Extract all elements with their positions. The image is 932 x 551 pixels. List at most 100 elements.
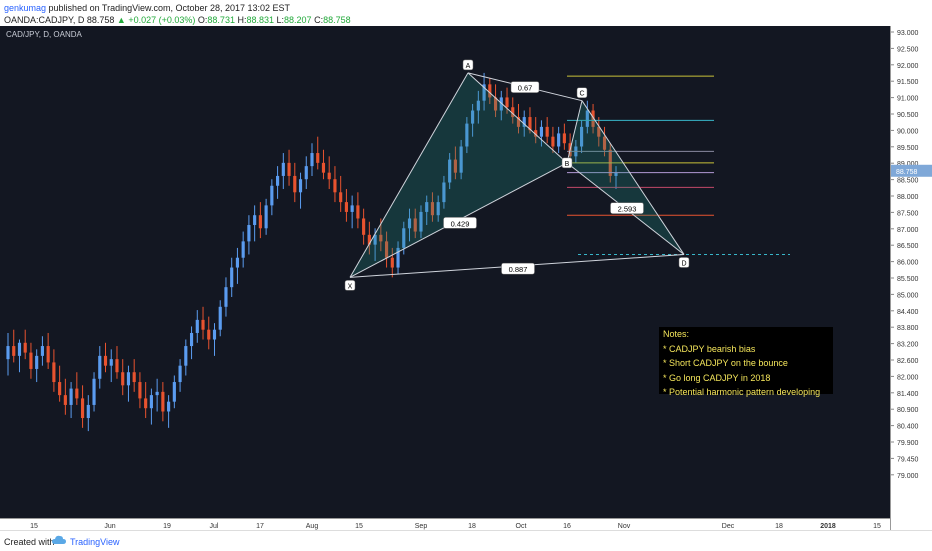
header-row-2: OANDA:CADJPY, D 88.758 ▲ +0.027 (+0.03%)… — [4, 14, 351, 26]
candle-body — [6, 346, 10, 360]
candle-body — [482, 84, 486, 101]
price-tick-label: 85.500 — [897, 276, 919, 283]
pattern-point-marker — [678, 257, 690, 268]
candle-body — [207, 329, 211, 340]
header-row-1: genkumag published on TradingView.com, O… — [4, 2, 290, 14]
pattern-triangle-bcd — [567, 100, 684, 255]
price-tick-label: 83.800 — [897, 325, 919, 332]
candle-body — [201, 319, 205, 330]
low-label: L: — [276, 15, 285, 25]
price-tick-label: 82.000 — [897, 374, 919, 381]
candle-body — [58, 382, 62, 396]
candle-body — [321, 162, 326, 173]
pattern-leg-cd — [581, 100, 685, 255]
time-axis-svg: 15 Jun 19 Jul 17 Aug 15 Sep 18 Oct 16 Nov Dec 18 2018 1… — [30, 523, 881, 530]
candle-body — [270, 185, 274, 206]
candle-body — [373, 234, 377, 245]
chart-area[interactable]: X A B C D 0.67 0.429 0.887 2.593 — [0, 26, 932, 530]
candle-body — [218, 306, 222, 330]
time-tick-label: 17 — [256, 523, 264, 530]
candle-body — [109, 359, 113, 366]
candle-body — [178, 365, 182, 383]
price-tick-label: 88.500 — [897, 178, 919, 185]
candle-body — [534, 130, 538, 137]
pattern-point-label: A — [466, 63, 471, 70]
ratio-label-box — [443, 217, 477, 229]
ratio-label: 0.429 — [451, 219, 470, 228]
candle-body — [86, 404, 90, 419]
pattern-triangle-xab — [350, 72, 567, 278]
ratio-label: 2.593 — [618, 205, 637, 214]
candle-body — [40, 346, 44, 356]
tradingview-brand[interactable]: TradingView — [70, 537, 120, 547]
time-tick-label: Nov — [618, 523, 631, 530]
candle-body — [580, 126, 584, 147]
notes-line-2: * Short CADJPY on the bounce — [663, 358, 788, 368]
candle-body — [339, 192, 343, 203]
candle-body — [539, 126, 544, 137]
pattern-point-marker — [561, 157, 573, 169]
candle-body — [585, 110, 589, 127]
time-tick-label: 2018 — [820, 523, 836, 530]
time-tick-label: 16 — [563, 523, 571, 530]
price-tick-label: 81.400 — [897, 391, 919, 398]
candle-body — [230, 267, 234, 288]
candle-body — [436, 202, 440, 216]
price-tick-label: 90.500 — [897, 112, 919, 119]
notes-line-3: * Go long CADJPY in 2018 — [663, 372, 771, 383]
price-axis-svg: 93.000 92.500 92.000 91.500 91.000 90.500 90.0… — [891, 30, 932, 480]
candle-body — [92, 378, 96, 405]
ratio-label: 0.887 — [509, 265, 528, 274]
candle-body — [172, 382, 176, 402]
last-price-tag — [891, 164, 932, 177]
price-tick-label: 87.000 — [897, 227, 919, 234]
candle-body — [46, 346, 50, 363]
price-tick-label: 91.500 — [897, 79, 919, 86]
pattern-leg-bc — [566, 100, 583, 163]
candle-body — [476, 100, 480, 111]
time-tick-label: Jul — [210, 523, 219, 530]
price-tick-label: 82.600 — [897, 358, 919, 365]
candle-body — [149, 395, 153, 409]
candle-body — [235, 257, 240, 268]
time-tick-label: 15 — [873, 523, 881, 530]
price-tick-label: 93.000 — [897, 30, 919, 37]
candle-body — [379, 234, 383, 242]
price-tick-label: 79.900 — [897, 440, 919, 447]
price-tick-label: 89.000 — [897, 161, 919, 168]
candle-body — [602, 136, 607, 150]
time-tick-label: Sep — [415, 523, 428, 530]
candle-body — [17, 342, 22, 356]
pattern-point-marker — [462, 59, 474, 71]
price-tick-label: 92.500 — [897, 46, 919, 53]
time-tick-label: 15 — [355, 523, 363, 530]
price-tick-label: 79.000 — [897, 473, 919, 480]
candle-body — [310, 153, 314, 167]
candle-body — [545, 126, 549, 137]
candle-body — [562, 133, 566, 144]
candle-body — [224, 287, 228, 307]
candle-body — [488, 84, 492, 98]
high-value: 88.831 — [246, 15, 274, 25]
price-axis[interactable]: 93.000 92.500 92.000 91.500 91.000 90.500 90.0… — [890, 26, 932, 530]
pattern-point-marker — [576, 87, 588, 98]
candle-body — [344, 202, 348, 212]
candle-body — [63, 395, 67, 405]
time-axis[interactable]: 15 Jun 19 Jul 17 Aug 15 Sep 18 Oct 16 Nov Dec 18 2018 1… — [0, 518, 890, 531]
symbol-label: OANDA:CADJPY, D — [4, 15, 85, 25]
candle-body — [413, 218, 417, 232]
price-tick-label: 86.500 — [897, 243, 919, 250]
chart-title: CAD/JPY, D, OANDA — [6, 30, 82, 39]
candle-body — [402, 228, 406, 248]
ratio-label: 0.67 — [518, 84, 533, 93]
candle-body — [298, 179, 303, 193]
pattern-point-label: X — [348, 283, 353, 290]
author-link[interactable]: genkumag — [4, 3, 47, 13]
candle-body — [362, 218, 366, 235]
ratio-label-box — [501, 262, 535, 275]
candle-body — [144, 398, 148, 409]
candle-body — [327, 172, 331, 180]
price-tick-label: 80.900 — [897, 407, 919, 414]
candle-body — [459, 146, 463, 173]
candle-body — [264, 205, 268, 229]
